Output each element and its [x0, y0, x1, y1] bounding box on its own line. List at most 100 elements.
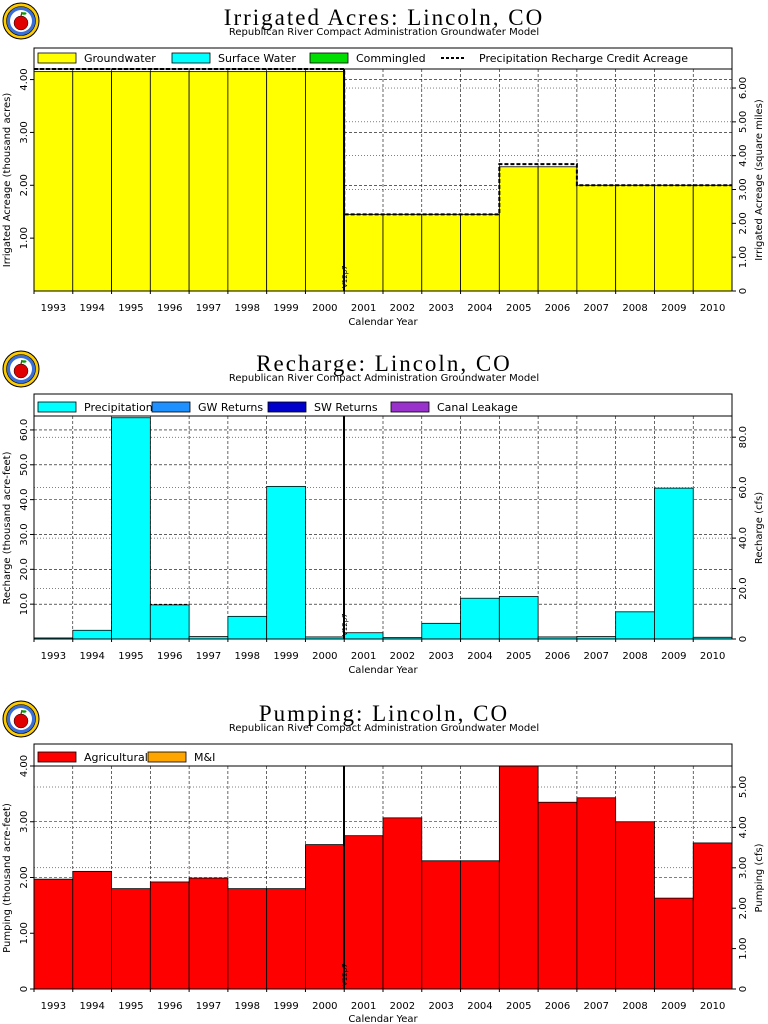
x-tick-label: 2005 [506, 651, 531, 662]
bar [305, 71, 345, 292]
y2-tick-label: 20.0 [738, 577, 749, 599]
x-tick-label: 1996 [157, 651, 182, 662]
bar [149, 604, 190, 640]
x-tick-label: 1997 [196, 1001, 221, 1012]
x-tick-label: 1997 [196, 651, 221, 662]
bar [421, 860, 461, 990]
y-tick-label: 2.00 [19, 174, 30, 196]
x-tick-label: 2010 [700, 303, 725, 314]
apple-logo-icon [2, 2, 40, 40]
bar [537, 801, 578, 990]
x-tick-label: 1994 [79, 303, 104, 314]
bar [615, 611, 655, 640]
legend-label: M&I [194, 751, 215, 764]
x-tick-label: 1998 [235, 1001, 260, 1012]
pumping-panel: Pumping: Lincoln, CO Republican River Co… [0, 695, 768, 1024]
legend-label: GW Returns [198, 401, 263, 414]
legend-label: Canal Leakage [437, 401, 518, 414]
y-axis-label: Irrigated Acreage (thousand acres) [2, 93, 13, 268]
bar [266, 485, 306, 640]
bar [343, 632, 384, 640]
x-tick-label: 1994 [79, 651, 104, 662]
x-tick-label: 2008 [622, 303, 647, 314]
bar [498, 765, 539, 990]
y-axis-label: Pumping (thousand acre-feet) [2, 803, 13, 953]
x-tick-label: 1999 [273, 1001, 298, 1012]
x-tick-label: 1993 [41, 1001, 66, 1012]
x-tick-label: 2008 [622, 1001, 647, 1012]
x-tick-label: 2007 [584, 1001, 609, 1012]
chart-subtitle: Republican River Compact Administration … [228, 373, 540, 384]
x-tick-label: 2004 [467, 1001, 492, 1012]
x-tick-label: 2008 [622, 651, 647, 662]
legend-swatch [37, 401, 77, 413]
apple-logo-icon [2, 350, 40, 388]
y2-axis-label: Recharge (cfs) [754, 492, 765, 564]
y2-tick-label: 5.00 [738, 776, 749, 798]
x-tick-label: 2002 [390, 1001, 415, 1012]
chart-title: Pumping: Lincoln, CO [258, 701, 510, 726]
x-tick-label: 1996 [157, 303, 182, 314]
bar [498, 596, 539, 640]
bar [266, 888, 306, 990]
y-tick-label: 3.00 [19, 121, 30, 143]
y-tick-label: 0 [19, 986, 30, 992]
x-tick-label: 1995 [118, 1001, 143, 1012]
x-tick-label: 2000 [312, 651, 337, 662]
legend-label: SW Returns [314, 401, 378, 414]
legend-swatch [267, 401, 307, 413]
bar [149, 71, 190, 292]
bar [33, 878, 74, 990]
x-tick-label: 1995 [118, 303, 143, 314]
x-axis-label: Calendar Year [348, 665, 418, 676]
x-tick-label: 2003 [428, 1001, 453, 1012]
x-tick-label: 2001 [351, 1001, 376, 1012]
y2-tick-label: 40.0 [738, 527, 749, 549]
bar [111, 417, 151, 640]
x-axis-label: Calendar Year [348, 317, 418, 328]
apple-logo-icon [2, 700, 40, 738]
y-axis-label: Recharge (thousand acre-feet) [2, 451, 13, 604]
y2-tick-label: 4.00 [738, 816, 749, 838]
legend-label: Precipitation Recharge Credit Acreage [479, 52, 688, 65]
y2-tick-label: 3.00 [738, 178, 749, 200]
x-tick-label: 2006 [545, 303, 570, 314]
x-tick-label: 1993 [41, 651, 66, 662]
x-tick-label: 2005 [506, 1001, 531, 1012]
x-tick-label: 2009 [661, 651, 686, 662]
recharge-chart: Precipitation GW Returns SW Returns Canal L… [2, 393, 765, 676]
legend-label: Commingled [356, 52, 426, 65]
chart-title: Irrigated Acres: Lincoln, CO [223, 5, 545, 30]
y2-tick-label: 0 [738, 636, 749, 642]
legend-swatch [390, 401, 430, 413]
legend-swatch [37, 751, 77, 763]
bar [227, 615, 268, 640]
y2-tick-label: 0 [738, 288, 749, 294]
bar [266, 71, 306, 292]
x-tick-label: 1995 [118, 651, 143, 662]
y-tick-label: 20.0 [19, 558, 30, 580]
bar [72, 71, 112, 292]
chart-subtitle: Republican River Compact Administration … [228, 723, 540, 734]
bar [382, 817, 423, 990]
bar [654, 487, 694, 640]
bar [692, 184, 733, 292]
bar [576, 184, 617, 292]
x-tick-label: 2010 [700, 651, 725, 662]
y2-tick-label: 1.00 [738, 246, 749, 268]
y2-axis-label: Pumping (cfs) [754, 843, 765, 912]
legend-label: Precipitation [84, 401, 153, 414]
y2-tick-label: 60.0 [738, 477, 749, 499]
x-tick-label: 1996 [157, 1001, 182, 1012]
bar [615, 184, 655, 292]
bar [343, 213, 384, 292]
bar [692, 842, 733, 990]
x-tick-label: 2001 [351, 651, 376, 662]
irrigated-acres-chart: Groundwater Surface Water Commingled Precip… [2, 47, 765, 328]
bar [615, 821, 655, 990]
bar [72, 870, 112, 990]
y-tick-label: 2.00 [19, 866, 30, 888]
y-tick-label: 50.0 [19, 454, 30, 476]
y2-axis-label: Irrigated Acreage (square miles) [754, 99, 765, 261]
bar [111, 71, 151, 292]
